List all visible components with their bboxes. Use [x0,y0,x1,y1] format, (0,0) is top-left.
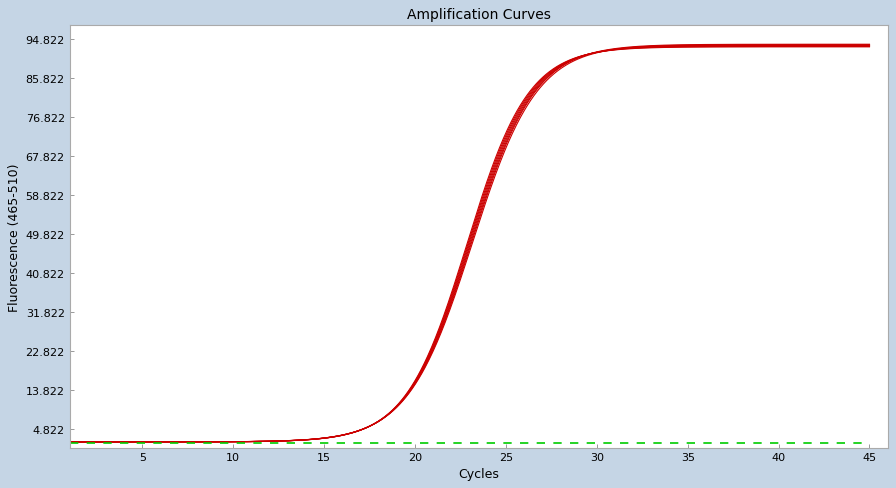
X-axis label: Cycles: Cycles [458,467,499,480]
Y-axis label: Fluorescence (465-510): Fluorescence (465-510) [8,163,22,311]
Title: Amplification Curves: Amplification Curves [407,8,550,22]
